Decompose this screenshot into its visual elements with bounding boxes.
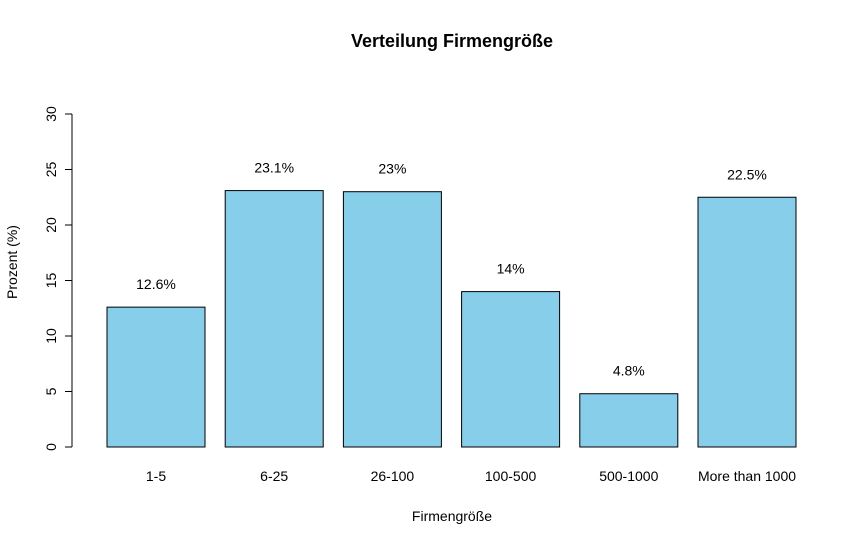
x-tick-labels: 1-5 6-25 26-100 100-500 500-1000 More than 10… xyxy=(146,468,796,484)
y-axis: 0 5 10 15 20 25 30 xyxy=(43,106,73,451)
y-tick-label: 30 xyxy=(43,106,59,122)
bar xyxy=(461,291,561,448)
data-label: 12.6% xyxy=(136,276,176,292)
x-tick-label: 26-100 xyxy=(371,468,415,484)
bars-group: 12.6% 23.1% 23% 14% 4.8% 22.5% xyxy=(106,160,797,448)
x-tick-label: 1-5 xyxy=(146,468,166,484)
bar xyxy=(579,393,679,448)
y-tick-label: 10 xyxy=(43,328,59,344)
data-label: 4.8% xyxy=(613,363,645,379)
y-axis-label: Prozent (%) xyxy=(4,225,20,299)
bar xyxy=(106,306,206,448)
data-label: 22.5% xyxy=(727,166,767,182)
x-tick-label: More than 1000 xyxy=(698,468,796,484)
x-tick-label: 100-500 xyxy=(485,468,537,484)
bar xyxy=(697,196,797,448)
y-tick-label: 25 xyxy=(43,162,59,178)
y-tick-label: 20 xyxy=(43,217,59,233)
data-label: 14% xyxy=(497,261,525,277)
data-label: 23% xyxy=(378,161,406,177)
bar xyxy=(342,191,442,448)
y-tick-label: 15 xyxy=(43,273,59,289)
x-tick-label: 500-1000 xyxy=(599,468,658,484)
chart-title: Verteilung Firmengröße xyxy=(351,31,553,51)
data-label: 23.1% xyxy=(254,160,294,176)
bar xyxy=(224,190,324,448)
x-axis-label: Firmengröße xyxy=(412,508,492,524)
y-tick-label: 0 xyxy=(43,443,59,451)
x-tick-label: 6-25 xyxy=(260,468,288,484)
y-tick-label: 5 xyxy=(43,387,59,395)
